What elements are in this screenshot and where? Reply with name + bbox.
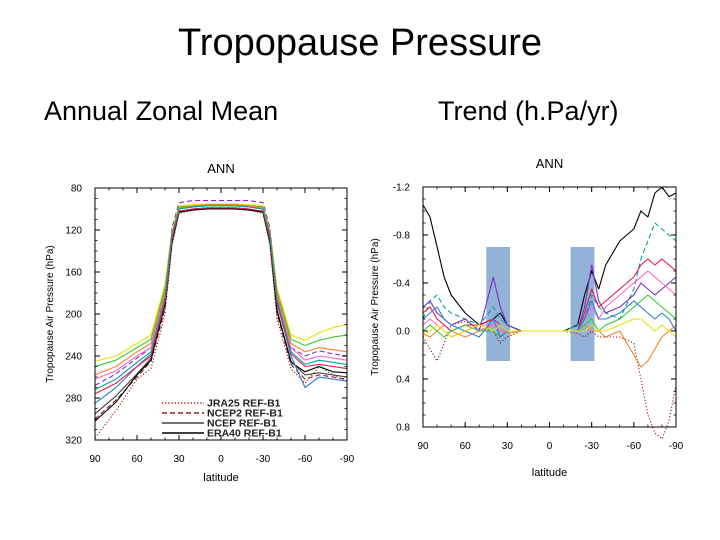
series-group [94,200,348,439]
series-line-ncep2-ref-b1 [94,207,348,420]
y-tick-label: 120 [65,226,82,237]
legend-label: NCEP REF-B1 [207,418,277,430]
chart-trend: 90 60 30 0 -30 -60 -90 -1.2 -0.8 -0.4 0.0 0.4 0.8 ANN… [370,156,684,479]
series-line-era40-ref-b1 [94,208,348,422]
series-line-ncep-ref-b1 [94,207,348,415]
x-tick-label: 0 [218,454,224,465]
y-tick-label: -1.2 [393,183,411,194]
series-line-model-4 [94,205,348,404]
y-tick-label: 80 [71,184,83,195]
y-axis-label: Tropopause Air Pressure (hPa) [370,238,381,375]
right-subtitle: Trend (h.Pa/yr) [438,96,619,126]
x-tick-label: -30 [584,441,599,452]
x-tick-label: 0 [547,441,553,452]
x-axis-label: latitude [532,467,567,479]
y-tick-label: 320 [65,436,82,447]
legend-label: ERA40 REF-B1 [207,428,282,440]
series-line-model-teal [422,222,677,332]
series-group [422,186,677,440]
x-tick-label: 30 [173,454,185,465]
legend-label: JRA25 REF-B1 [207,398,281,410]
x-axis-label: latitude [203,472,238,484]
x-tick-label: 30 [502,441,514,452]
x-tick-label: -90 [340,454,355,465]
chart-title: ANN [207,161,234,176]
y-tick-label: 200 [65,310,82,321]
y-axis-label: Tropopause Air Pressure (hPa) [45,245,56,382]
series-line-model-7 [94,204,348,376]
y-tick-label: 240 [65,352,82,363]
y-tick-label: -0.8 [393,231,411,242]
y-tick-label: 0.0 [396,327,410,338]
chart-annual-zonal-mean: 90 60 30 0 -30 -60 -90 80 120 160 200 240 280 320 ANN l… [45,161,355,484]
x-tick-label: 60 [460,441,472,452]
series-line-model-3 [94,204,348,368]
y-tick-label: 280 [65,394,82,405]
x-tick-label: -60 [298,454,313,465]
series-line-model-5 [94,207,348,395]
series-line-model-8 [94,205,348,391]
series-line-model-6 [94,205,348,380]
chart-title: ANN [536,156,563,171]
left-subtitle: Annual Zonal Mean [44,96,279,126]
series-line-model-1 [94,200,348,386]
slide-title: Tropopause Pressure [177,22,542,64]
series-line-reanalysis-dotted [422,320,677,440]
y-tick-label: -0.4 [393,279,411,290]
y-tick-label: 0.8 [396,423,410,434]
series-line-reanalysis-black [422,186,677,332]
x-tick-label: -60 [627,441,642,452]
series-line-model-purple [422,264,677,332]
series-line-model-yellow [422,318,677,338]
x-tick-label: 90 [417,441,429,452]
series-line-model-2 [94,203,348,362]
y-tick-label: 160 [65,268,82,279]
series-line-model-red [422,258,677,332]
x-tick-label: 90 [89,454,101,465]
legend-label: NCEP2 REF-B1 [207,408,283,420]
x-tick-label: 60 [131,454,143,465]
x-tick-label: -30 [256,454,271,465]
y-tick-label: 0.4 [396,375,410,386]
x-tick-label: -90 [669,441,684,452]
shaded-region-1 [486,247,511,361]
